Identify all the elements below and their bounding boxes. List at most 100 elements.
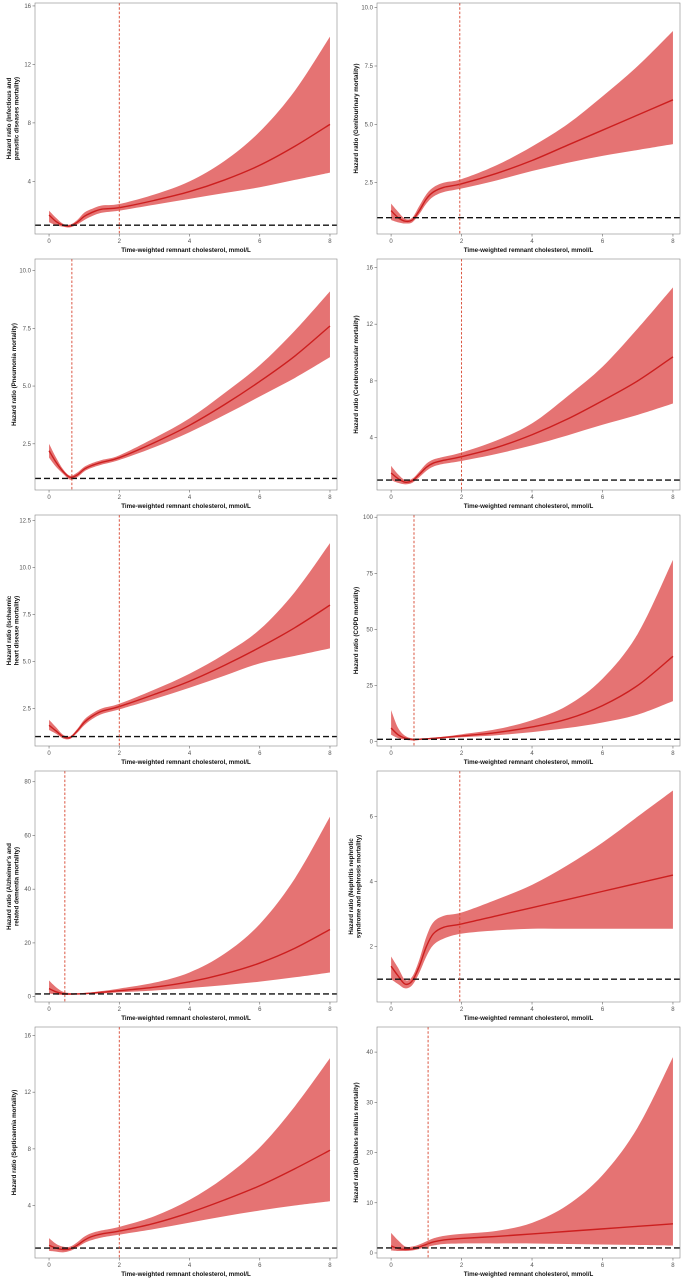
hazard-ratio-curve bbox=[48, 604, 331, 739]
y-tick-label: 0 bbox=[28, 995, 32, 1001]
y-tick-label: 75 bbox=[366, 571, 373, 577]
confidence-band bbox=[49, 816, 330, 996]
chart-panel-9: 4 8 12 16 0 2 4 6 8 Time-weighted remnant cholest… bbox=[0, 1024, 340, 1280]
y-tick-label: 2 bbox=[370, 945, 374, 951]
chart-panel-3: 2.5 5.0 7.5 10.0 0 2 4 6 8 Time-weighted remnant … bbox=[0, 256, 340, 512]
chart-panel-1: 4 8 12 16 0 2 4 6 8 Time-weighted remnant cholest… bbox=[0, 0, 340, 256]
chart-svg: 2 4 6 0 2 4 6 8 Time-weighted remnant cholestero… bbox=[348, 770, 681, 1022]
plot-frame bbox=[34, 770, 338, 1003]
x-tick-label: 4 bbox=[188, 1263, 192, 1269]
y-tick-label: 25 bbox=[366, 683, 373, 689]
y-axis-title: parasitic diseases mortality) bbox=[14, 77, 21, 160]
x-tick-label: 4 bbox=[188, 239, 192, 245]
hazard-ratio-curve bbox=[48, 1149, 331, 1251]
chart-panel-5: 2.5 5.0 7.5 10.0 12.5 0 2 4 6 8 Time-weighted remn… bbox=[0, 512, 340, 768]
x-tick-label: 6 bbox=[258, 1263, 262, 1269]
y-tick-label: 10 bbox=[366, 1201, 373, 1207]
x-tick-label: 8 bbox=[671, 751, 675, 757]
x-tick-label: 6 bbox=[601, 1007, 605, 1013]
y-tick-label: 6 bbox=[370, 815, 374, 821]
x-tick-label: 4 bbox=[188, 751, 192, 757]
plot-frame bbox=[34, 514, 338, 747]
x-tick-label: 2 bbox=[460, 1263, 464, 1269]
confidence-band bbox=[49, 291, 330, 480]
y-axis-title: syndrome and nephrosis mortality) bbox=[356, 835, 363, 939]
y-tick-label: 80 bbox=[24, 780, 31, 786]
x-tick-label: 6 bbox=[601, 1263, 605, 1269]
y-axis-title: related dementia mortality) bbox=[14, 847, 21, 926]
y-axis-title: Hazard ratio (Genitourinary mortality) bbox=[353, 63, 360, 173]
plot-frame bbox=[34, 258, 338, 491]
x-axis-title: Time-weighted remnant cholesterol, mmol/… bbox=[464, 759, 594, 766]
y-tick-label: 10.0 bbox=[19, 566, 31, 572]
x-tick-label: 0 bbox=[389, 1007, 393, 1013]
chart-svg: 2.5 5.0 7.5 10.0 12.5 0 2 4 6 8 Time-weighted remn… bbox=[6, 514, 338, 766]
x-tick-label: 2 bbox=[118, 1007, 122, 1013]
y-tick-label: 8 bbox=[28, 121, 32, 127]
x-tick-label: 6 bbox=[258, 239, 262, 245]
y-tick-label: 0 bbox=[370, 740, 374, 746]
chart-svg: 4 8 12 16 0 2 4 6 8 Time-weighted remnant cholest… bbox=[11, 1026, 338, 1278]
y-tick-label: 40 bbox=[366, 1050, 373, 1056]
hazard-ratio-curve bbox=[390, 99, 674, 223]
y-tick-label: 0 bbox=[370, 1251, 374, 1257]
plot-frame bbox=[376, 2, 681, 235]
x-tick-label: 4 bbox=[530, 1007, 534, 1013]
y-tick-label: 20 bbox=[24, 941, 31, 947]
chart-svg: 4 8 12 16 0 2 4 6 8 Time-weighted remnant cholest… bbox=[6, 2, 338, 254]
y-tick-label: 10.0 bbox=[19, 269, 31, 275]
x-tick-label: 0 bbox=[47, 1007, 51, 1013]
x-tick-label: 0 bbox=[47, 751, 51, 757]
y-tick-label: 30 bbox=[366, 1100, 373, 1106]
y-tick-label: 40 bbox=[24, 887, 31, 893]
chart-panel-10: 0 10 20 30 40 0 2 4 6 8 Time-weighted remnant chol… bbox=[342, 1024, 683, 1280]
chart-svg: 4 8 12 16 0 2 4 6 8 Time-weighted remnant cholest… bbox=[353, 258, 681, 510]
confidence-band bbox=[49, 1058, 330, 1253]
x-tick-label: 8 bbox=[328, 751, 332, 757]
y-tick-label: 12 bbox=[366, 322, 373, 328]
y-tick-label: 12 bbox=[24, 1090, 31, 1096]
x-axis-title: Time-weighted remnant cholesterol, mmol/… bbox=[121, 1271, 251, 1278]
x-axis-title: Time-weighted remnant cholesterol, mmol/… bbox=[464, 503, 594, 510]
hazard-ratio-curve bbox=[390, 1223, 673, 1251]
confidence-band bbox=[391, 790, 673, 989]
y-tick-label: 8 bbox=[370, 379, 374, 385]
y-tick-label: 16 bbox=[24, 4, 31, 10]
y-tick-label: 50 bbox=[366, 627, 373, 633]
x-tick-label: 2 bbox=[118, 1263, 122, 1269]
y-tick-label: 60 bbox=[24, 833, 31, 839]
chart-panel-8: 2 4 6 0 2 4 6 8 Time-weighted remnant cholestero… bbox=[342, 768, 683, 1024]
hazard-ratio-curve bbox=[390, 356, 674, 484]
x-tick-label: 0 bbox=[389, 239, 393, 245]
confidence-band bbox=[391, 287, 673, 485]
y-tick-label: 5.0 bbox=[365, 122, 374, 128]
plot-frame bbox=[34, 1026, 338, 1259]
y-tick-label: 16 bbox=[366, 266, 373, 272]
y-tick-label: 5.0 bbox=[23, 659, 32, 665]
y-tick-label: 2.5 bbox=[23, 706, 32, 712]
x-tick-label: 8 bbox=[328, 239, 332, 245]
x-axis-title: Time-weighted remnant cholesterol, mmol/… bbox=[464, 1015, 594, 1022]
y-axis-title: Hazard ratio (Infectious and bbox=[6, 78, 13, 160]
y-axis-title: Hazard ratio (Diabetes mellitus mortalit… bbox=[353, 1082, 360, 1202]
x-tick-label: 4 bbox=[530, 751, 534, 757]
hazard-ratio-curve bbox=[48, 325, 331, 479]
x-axis-title: Time-weighted remnant cholesterol, mmol/… bbox=[121, 759, 251, 766]
x-tick-label: 6 bbox=[258, 751, 262, 757]
y-tick-label: 20 bbox=[366, 1151, 373, 1157]
y-tick-label: 2.5 bbox=[23, 442, 32, 448]
chart-panel-2: 2.5 5.0 7.5 10.0 0 2 4 6 8 Time-weighted remnant … bbox=[342, 0, 683, 256]
y-tick-label: 4 bbox=[370, 880, 374, 886]
confidence-band bbox=[49, 543, 330, 740]
y-tick-label: 8 bbox=[28, 1147, 32, 1153]
confidence-band bbox=[49, 36, 330, 228]
y-tick-label: 4 bbox=[28, 179, 32, 185]
x-axis-title: Time-weighted remnant cholesterol, mmol/… bbox=[464, 1271, 594, 1278]
y-axis-title: heart disease mortality) bbox=[14, 596, 21, 665]
y-tick-label: 100 bbox=[363, 515, 374, 521]
x-tick-label: 6 bbox=[601, 751, 605, 757]
x-tick-label: 8 bbox=[328, 495, 332, 501]
x-tick-label: 4 bbox=[530, 495, 534, 501]
x-tick-label: 0 bbox=[389, 495, 393, 501]
